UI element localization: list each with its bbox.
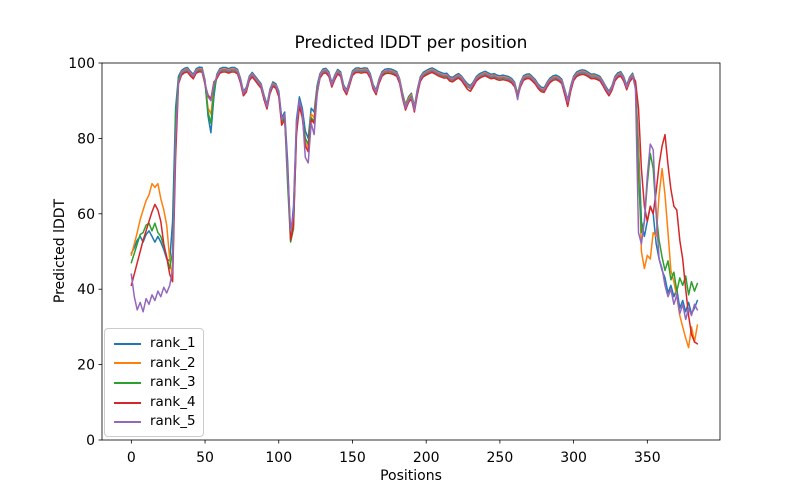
legend-label: rank_3 <box>150 374 196 391</box>
legend-row-rank_2: rank_2 <box>114 354 203 374</box>
legend-label: rank_4 <box>150 393 196 410</box>
legend-label: rank_1 <box>150 335 196 352</box>
legend-row-rank_5: rank_5 <box>114 412 203 432</box>
y-tick-label: 60 <box>77 207 95 223</box>
legend-line-sample <box>114 401 141 404</box>
legend-row-rank_4: rank_4 <box>114 393 203 413</box>
y-tick-label: 100 <box>68 56 95 72</box>
x-axis-label: Positions <box>380 468 442 484</box>
legend-line-sample <box>114 362 141 365</box>
legend-line-sample <box>114 381 141 384</box>
series-line-rank_5 <box>130 68 699 321</box>
legend-row-rank_3: rank_3 <box>114 373 203 393</box>
x-tick-label: 350 <box>634 450 661 466</box>
legend-line-sample <box>114 342 141 345</box>
legend-row-rank_1: rank_1 <box>114 334 203 354</box>
series-line-rank_4 <box>130 70 699 345</box>
legend-label: rank_5 <box>150 413 196 430</box>
legend-line-sample <box>114 421 141 424</box>
y-tick-label: 40 <box>77 282 95 298</box>
x-tick-label: 300 <box>560 450 587 466</box>
chart-title: Predicted lDDT per position <box>294 33 528 53</box>
x-tick-label: 50 <box>196 450 214 466</box>
legend-label: rank_2 <box>150 354 196 371</box>
x-tick-label: 150 <box>339 450 366 466</box>
x-tick-label: 100 <box>265 450 292 466</box>
y-tick-label: 0 <box>86 433 95 449</box>
y-tick-label: 20 <box>77 358 95 374</box>
y-axis-label-text: Predicted lDDT <box>52 198 68 304</box>
x-tick-label: 0 <box>127 450 136 466</box>
x-tick-label: 200 <box>413 450 440 466</box>
x-tick-label: 250 <box>487 450 514 466</box>
y-tick-label: 80 <box>77 131 95 147</box>
legend: rank_1 rank_2 rank_3 rank_4 rank_5 <box>104 328 204 437</box>
axes-box <box>101 62 721 441</box>
